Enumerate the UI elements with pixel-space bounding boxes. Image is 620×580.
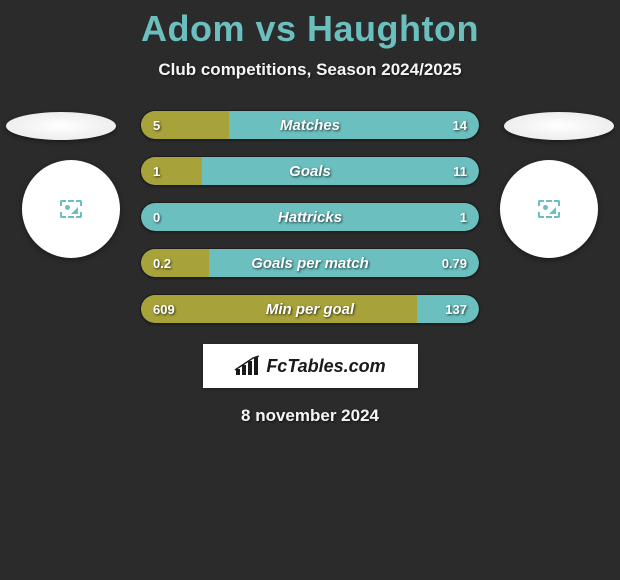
bar-chart-icon (234, 355, 260, 377)
stat-row: 111Goals (140, 156, 480, 186)
stat-row: 514Matches (140, 110, 480, 140)
stat-label: Matches (141, 117, 479, 134)
stat-row: 0.20.79Goals per match (140, 248, 480, 278)
stat-row: 01Hattricks (140, 202, 480, 232)
subtitle: Club competitions, Season 2024/2025 (0, 60, 620, 80)
left-ellipse (6, 112, 116, 140)
stat-bars: 514Matches 111Goals 01Hattricks 0.20.79Goal… (140, 110, 480, 324)
stat-label: Goals (141, 163, 479, 180)
brand-logo: FcTables.com (203, 344, 418, 388)
stat-row: 609137Min per goal (140, 294, 480, 324)
stat-label: Min per goal (141, 301, 479, 318)
page-title: Adom vs Haughton (0, 0, 620, 50)
placeholder-image-icon (60, 200, 82, 218)
left-player-badge (22, 160, 120, 258)
right-player-badge (500, 160, 598, 258)
stat-label: Hattricks (141, 209, 479, 226)
date-text: 8 november 2024 (0, 406, 620, 426)
comparison-content: 514Matches 111Goals 01Hattricks 0.20.79Goal… (0, 110, 620, 426)
stat-label: Goals per match (141, 255, 479, 272)
placeholder-image-icon (538, 200, 560, 218)
brand-text: FcTables.com (266, 356, 385, 377)
right-ellipse (504, 112, 614, 140)
